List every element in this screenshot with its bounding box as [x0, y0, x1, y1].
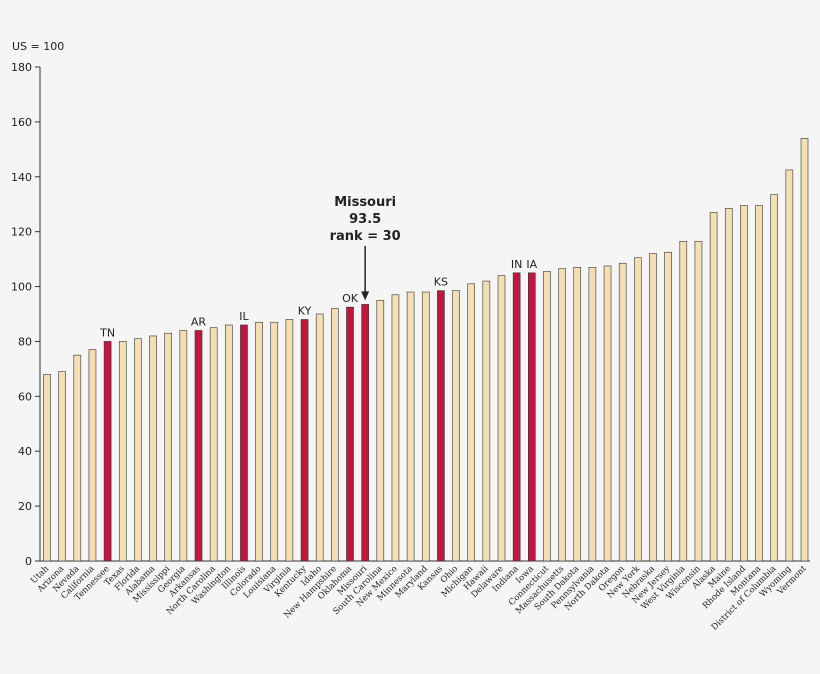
bar-massachusetts — [558, 268, 566, 562]
bar-iowa — [527, 272, 536, 562]
bar-indiana — [512, 272, 521, 562]
bar-michigan — [467, 283, 476, 562]
bar-label-il: IL — [239, 310, 249, 323]
bar-maryland — [421, 291, 430, 562]
category-labels-group: UtahArizonaNevadaCaliforniaTennesseeTexa… — [29, 563, 809, 632]
bar-label-tn: TN — [99, 326, 115, 339]
bar-texas — [118, 341, 127, 562]
bar-washington — [225, 324, 233, 562]
bar-virginia — [285, 319, 294, 562]
bar-new-hampshire — [331, 308, 339, 562]
bar-south-dakota — [573, 267, 582, 562]
bar-district-of-columbia — [770, 194, 779, 562]
bar-rhode-island — [740, 205, 748, 562]
y-tick-label-80: 80 — [18, 335, 32, 348]
annotation-line-3: rank = 30 — [330, 229, 401, 244]
bar-arkansas — [194, 330, 203, 562]
y-tick-label-40: 40 — [18, 445, 32, 458]
bar-label-ar: AR — [191, 315, 207, 328]
bar-label-in: IN — [511, 258, 522, 271]
bar-connecticut — [543, 271, 551, 562]
bar-ohio — [452, 290, 460, 562]
bar-oklahoma — [346, 306, 354, 562]
y-tick-label-120: 120 — [11, 226, 32, 239]
annotation-line-2: 93.5 — [349, 212, 381, 227]
bar-alabama — [149, 335, 157, 562]
bar-missouri — [361, 304, 369, 562]
bar-west-virginia — [679, 240, 688, 562]
bar-north-carolina — [209, 327, 218, 562]
y-tick-label-20: 20 — [18, 500, 32, 513]
y-tick-label-140: 140 — [11, 171, 32, 184]
bar-nebraska — [649, 253, 657, 562]
bar-wyoming — [785, 169, 794, 562]
bar-illinois — [240, 324, 248, 562]
y-tick-label-100: 100 — [11, 281, 32, 294]
bar-oregon — [618, 262, 627, 562]
bar-south-carolina — [376, 299, 385, 562]
y-axis: 0 20 40 60 80 100 120 140 160 180 — [11, 61, 40, 568]
bar-utah — [43, 374, 51, 562]
bar-label-ky: KY — [298, 304, 312, 317]
bar-new-york — [634, 257, 642, 562]
annotation-line-1: Missouri — [334, 195, 396, 210]
y-tick-label-180: 180 — [11, 61, 32, 74]
annotation-group: TN AR IL KY OK KS IN IA Missouri 93.5 rank = 30 — [99, 195, 538, 339]
bar-hawaii — [482, 280, 491, 562]
bar-label-ok: OK — [342, 292, 359, 305]
bar-new-jersey — [664, 251, 672, 562]
bar-vermont — [800, 138, 809, 562]
bar-label-ks: KS — [434, 276, 448, 289]
bar-mississippi — [164, 332, 172, 562]
bar-kansas — [437, 290, 445, 562]
bar-alaska — [709, 212, 718, 562]
bar-tennessee — [103, 341, 112, 562]
bar-florida — [134, 338, 142, 562]
bar-minnesota — [406, 291, 415, 562]
bar-nevada — [73, 354, 82, 562]
y-axis-unit-label: US = 100 — [12, 40, 64, 53]
bar-north-dakota — [603, 265, 612, 562]
bar-kentucky — [300, 319, 309, 562]
bar-montana — [755, 205, 763, 562]
bar-georgia — [179, 330, 188, 562]
bar-arizona — [58, 371, 66, 562]
bar-colorado — [255, 321, 263, 562]
bars-group — [43, 138, 809, 562]
bar-new-mexico — [391, 294, 400, 562]
bar-louisiana — [270, 321, 279, 562]
y-tick-label-60: 60 — [18, 390, 32, 403]
bar-label-ia: IA — [526, 258, 537, 271]
y-tick-label-160: 160 — [11, 116, 32, 129]
bar-california — [88, 349, 97, 562]
bar-maine — [724, 208, 733, 562]
bar-delaware — [497, 275, 506, 562]
annotation-arrow-head — [361, 291, 370, 301]
bar-pennsylvania — [588, 267, 597, 562]
bar-wisconsin — [694, 240, 703, 562]
bar-idaho — [315, 313, 324, 562]
y-tick-label-0: 0 — [25, 555, 32, 568]
